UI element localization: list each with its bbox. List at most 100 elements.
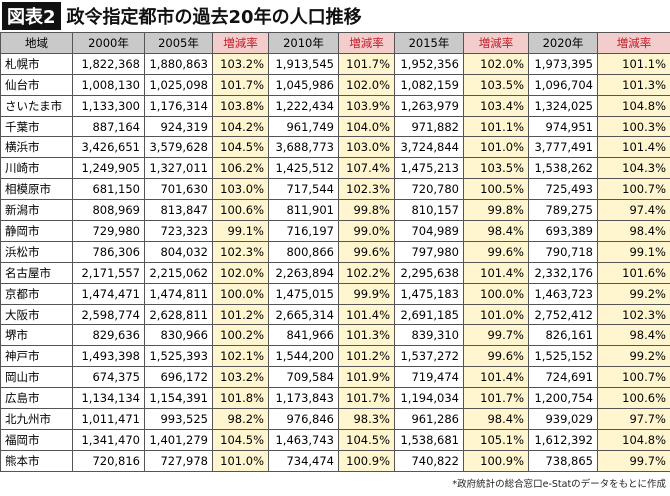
value-cell: 808,969 [72, 199, 145, 222]
value-cell: 797,980 [394, 240, 464, 263]
value-cell: 103.4% [463, 94, 529, 117]
table-row: 堺市 829,636 830,966 100.2% 841,966 101.3% 839,3… [0, 324, 670, 347]
value-cell: 104.8% [597, 94, 670, 117]
value-cell: 1,176,314 [144, 94, 213, 117]
title: 政令指定都市の過去20年の人口推移 [66, 7, 362, 28]
value-cell: 1,173,843 [268, 387, 339, 410]
column-header: 増減率 [338, 32, 395, 54]
value-cell: 101.1% [463, 115, 529, 138]
value-cell: 1,025,098 [144, 73, 213, 96]
value-cell: 101.7% [463, 387, 529, 410]
value-cell: 104.8% [597, 428, 670, 451]
value-cell: 103.5% [463, 157, 529, 180]
value-cell: 2,295,638 [394, 261, 464, 284]
value-cell: 738,865 [528, 449, 598, 472]
value-cell: 3,724,844 [394, 136, 464, 159]
value-cell: 790,718 [528, 240, 598, 263]
value-cell: 98.4% [463, 408, 529, 430]
value-cell: 800,866 [268, 240, 339, 263]
value-cell: 104.5% [212, 428, 269, 451]
value-cell: 740,822 [394, 449, 464, 472]
value-cell: 720,816 [72, 449, 145, 472]
value-cell: 719,474 [394, 366, 464, 389]
population-table: 地域 2000年 2005年 増減率 2010年 増減率 2015年 増減率 2020年 増減率 … [0, 32, 670, 472]
value-cell: 99.2% [597, 282, 670, 305]
value-cell: 1,474,811 [144, 282, 213, 305]
city-cell: 神戸市 [0, 345, 73, 368]
value-cell: 674,375 [72, 366, 145, 389]
value-cell: 1,134,134 [72, 387, 145, 410]
value-cell: 811,901 [268, 199, 339, 222]
table-row: 静岡市 729,980 723,323 99.1% 716,197 99.0% 704,98… [0, 220, 670, 242]
table-row: 横浜市 3,426,651 3,579,628 104.5% 3,688,773 103.… [0, 136, 670, 159]
value-cell: 701,630 [144, 178, 213, 201]
city-cell: 堺市 [0, 324, 73, 347]
value-cell: 3,688,773 [268, 136, 339, 159]
value-cell: 1,341,470 [72, 428, 145, 451]
value-cell: 1,475,015 [268, 282, 339, 305]
value-cell: 810,157 [394, 199, 464, 222]
value-cell: 789,275 [528, 199, 598, 222]
value-cell: 961,286 [394, 408, 464, 430]
value-cell: 1,401,279 [144, 428, 213, 451]
value-cell: 1,538,262 [528, 157, 598, 180]
value-cell: 99.9% [338, 282, 395, 305]
value-cell: 100.9% [463, 449, 529, 472]
city-cell: 京都市 [0, 282, 73, 305]
value-cell: 826,161 [528, 324, 598, 347]
table-row: さいたま市 1,133,300 1,176,314 103.8% 1,222,434 10… [0, 94, 670, 117]
value-cell: 729,980 [72, 220, 145, 242]
value-cell: 99.1% [597, 240, 670, 263]
value-cell: 101.0% [463, 136, 529, 159]
value-cell: 101.9% [338, 366, 395, 389]
value-cell: 100.6% [597, 387, 670, 410]
value-cell: 102.0% [212, 261, 269, 284]
value-cell: 101.4% [597, 136, 670, 159]
value-cell: 104.5% [212, 136, 269, 159]
value-cell: 102.0% [463, 52, 529, 75]
table-row: 大阪市 2,598,774 2,628,811 101.2% 2,665,314 101.… [0, 303, 670, 326]
value-cell: 1,096,704 [528, 73, 598, 96]
value-cell: 102.1% [212, 345, 269, 368]
value-cell: 1,612,392 [528, 428, 598, 451]
value-cell: 727,978 [144, 449, 213, 472]
value-cell: 102.3% [338, 178, 395, 201]
table-row: 神戸市 1,493,398 1,525,393 102.1% 1,544,200 101.… [0, 345, 670, 368]
header: 図表2 政令指定都市の過去20年の人口推移 [0, 0, 670, 32]
value-cell: 1,544,200 [268, 345, 339, 368]
value-cell: 887,164 [72, 115, 145, 138]
value-cell: 101.7% [212, 73, 269, 96]
table-row: 広島市 1,134,134 1,154,391 101.8% 1,173,843 101.… [0, 387, 670, 410]
value-cell: 103.5% [463, 73, 529, 96]
value-cell: 1,011,471 [72, 408, 145, 430]
value-cell: 3,579,628 [144, 136, 213, 159]
table-row: 福岡市 1,341,470 1,401,279 104.5% 1,463,743 104.… [0, 428, 670, 451]
value-cell: 100.6% [212, 199, 269, 222]
value-cell: 971,882 [394, 115, 464, 138]
value-cell: 98.4% [463, 220, 529, 242]
value-cell: 1,822,368 [72, 52, 145, 75]
city-cell: 仙台市 [0, 73, 73, 96]
value-cell: 107.4% [338, 157, 395, 180]
value-cell: 1,200,754 [528, 387, 598, 410]
value-cell: 100.3% [597, 115, 670, 138]
value-cell: 1,463,723 [528, 282, 598, 305]
value-cell: 106.2% [212, 157, 269, 180]
city-cell: 札幌市 [0, 52, 73, 75]
value-cell: 1,154,391 [144, 387, 213, 410]
column-header: 2000年 [72, 32, 145, 54]
value-cell: 104.5% [338, 428, 395, 451]
value-cell: 102.0% [338, 73, 395, 96]
value-cell: 2,598,774 [72, 303, 145, 326]
value-cell: 734,474 [268, 449, 339, 472]
value-cell: 2,171,557 [72, 261, 145, 284]
city-cell: 新潟市 [0, 199, 73, 222]
city-cell: 千葉市 [0, 115, 73, 138]
value-cell: 103.2% [212, 52, 269, 75]
value-cell: 696,172 [144, 366, 213, 389]
value-cell: 98.3% [338, 408, 395, 430]
value-cell: 693,389 [528, 220, 598, 242]
value-cell: 98.4% [597, 220, 670, 242]
column-header: 2010年 [268, 32, 339, 54]
value-cell: 813,847 [144, 199, 213, 222]
